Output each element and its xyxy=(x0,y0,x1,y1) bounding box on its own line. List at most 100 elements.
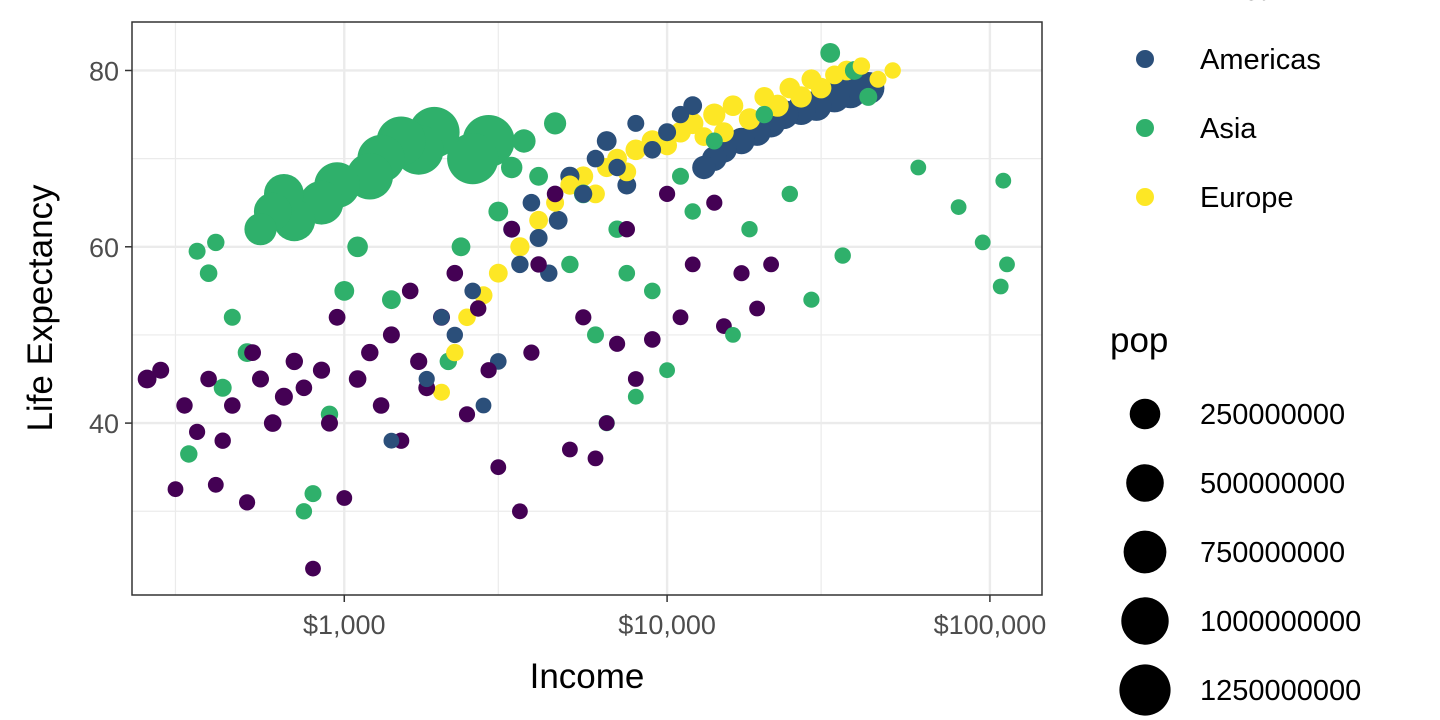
data-point-asia xyxy=(820,43,841,63)
data-point-asia xyxy=(659,362,675,379)
data-point-asia xyxy=(207,233,225,252)
plot-panel-border xyxy=(131,21,1043,596)
data-point-asia xyxy=(488,201,509,222)
data-point-americas xyxy=(522,193,541,212)
data-point-europe xyxy=(433,383,450,401)
data-point-africa xyxy=(446,264,464,282)
data-point-africa xyxy=(244,344,261,361)
data-point-europe xyxy=(560,175,580,195)
data-points xyxy=(137,43,1015,577)
data-point-africa xyxy=(274,387,293,406)
data-point-europe xyxy=(754,87,775,107)
data-point-asia xyxy=(529,166,548,186)
data-point-asia xyxy=(199,264,218,283)
data-point-asia xyxy=(451,237,471,257)
data-point-europe xyxy=(801,69,822,90)
data-point-americas xyxy=(586,149,605,168)
legend-label-asia: Asia xyxy=(1200,113,1257,145)
data-point-africa xyxy=(575,309,592,326)
size-legend-key xyxy=(1119,664,1171,716)
data-point-europe xyxy=(852,57,871,75)
data-point-africa xyxy=(512,503,528,520)
data-point-africa xyxy=(239,494,256,511)
data-point-africa xyxy=(618,221,635,238)
data-point-asia xyxy=(644,282,661,300)
data-point-africa xyxy=(706,194,723,211)
data-point-africa xyxy=(361,343,379,362)
data-point-africa xyxy=(598,415,615,431)
data-point-americas xyxy=(418,370,435,388)
data-point-africa xyxy=(328,308,346,326)
size-legend-label: 500000000 xyxy=(1200,468,1345,500)
data-point-americas xyxy=(433,309,450,326)
legend-key-americas xyxy=(1136,50,1154,68)
data-point-americas xyxy=(446,326,463,344)
data-point-africa xyxy=(321,414,338,432)
data-point-asia xyxy=(213,378,232,397)
data-point-europe xyxy=(529,210,548,230)
data-point-europe xyxy=(869,70,887,88)
data-point-africa xyxy=(684,256,701,273)
data-point-americas xyxy=(464,282,482,300)
data-point-asia xyxy=(347,236,368,258)
data-point-africa xyxy=(167,481,184,498)
y-tick-label: 60 xyxy=(89,233,119,263)
size-legend-label: 1000000000 xyxy=(1200,606,1361,638)
data-point-europe xyxy=(779,77,801,99)
data-point-africa xyxy=(503,220,520,238)
data-point-asia xyxy=(544,112,567,135)
data-point-africa xyxy=(372,397,390,414)
data-point-africa xyxy=(189,423,206,440)
data-point-asia xyxy=(304,485,322,503)
legend-key-asia xyxy=(1136,119,1154,137)
data-point-africa xyxy=(252,370,269,388)
data-point-africa xyxy=(410,352,428,370)
data-point-africa xyxy=(609,335,626,352)
size-legend-label: 1250000000 xyxy=(1200,675,1361,707)
x-tick-label: $1,000 xyxy=(303,610,386,640)
data-point-americas xyxy=(671,105,690,124)
data-point-africa xyxy=(490,459,507,476)
data-point-asia xyxy=(684,203,701,220)
data-point-asia xyxy=(512,129,536,153)
data-point-africa xyxy=(176,397,193,414)
data-point-asia xyxy=(447,133,499,185)
data-point-africa xyxy=(348,370,367,388)
data-point-asia xyxy=(725,327,741,343)
data-point-americas xyxy=(617,175,637,195)
data-point-asia xyxy=(295,503,313,520)
data-point-asia xyxy=(859,87,878,106)
data-point-africa xyxy=(627,371,644,387)
data-point-africa xyxy=(200,370,217,388)
data-point-americas xyxy=(383,432,400,449)
data-point-asia xyxy=(672,167,689,185)
data-point-africa xyxy=(263,414,282,432)
data-point-africa xyxy=(470,300,487,317)
data-point-asia xyxy=(705,132,723,150)
data-point-asia xyxy=(618,264,636,282)
data-point-asia xyxy=(834,247,851,264)
data-point-africa xyxy=(137,369,157,389)
data-point-africa xyxy=(672,309,689,326)
data-point-africa xyxy=(312,361,331,379)
data-point-europe xyxy=(670,121,691,143)
data-point-africa xyxy=(587,450,604,467)
data-point-americas xyxy=(475,397,492,414)
data-point-asia xyxy=(781,185,798,203)
data-point-europe xyxy=(488,263,508,283)
data-point-asia xyxy=(803,291,820,308)
legend-key-europe xyxy=(1136,188,1154,206)
size-legend-key xyxy=(1121,597,1169,645)
legend-label-americas: Americas xyxy=(1200,44,1321,76)
data-point-asia xyxy=(561,255,579,274)
x-axis-title: Income xyxy=(530,657,645,696)
data-point-africa xyxy=(733,265,750,282)
data-point-asia xyxy=(755,105,773,124)
data-point-americas xyxy=(643,141,662,159)
data-point-americas xyxy=(658,123,677,142)
data-point-asia xyxy=(501,156,523,179)
data-point-americas xyxy=(574,184,593,203)
size-legend-label: 250000000 xyxy=(1200,399,1345,431)
data-point-asia xyxy=(382,290,401,310)
